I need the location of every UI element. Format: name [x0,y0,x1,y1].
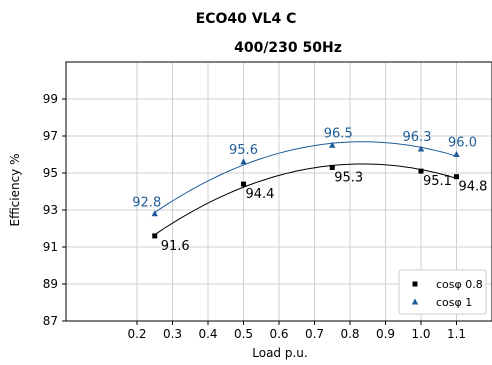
x-tick-label: 0.9 [376,327,395,341]
y-tick-label: 99 [43,92,58,106]
y-tick-label: 93 [43,203,58,217]
y-tick-label: 91 [43,240,58,254]
y-tick-label: 95 [43,166,58,180]
legend-marker [411,298,419,305]
legend-box [398,269,487,315]
chart-title: ECO40 VL4 C [196,11,297,27]
data-point [453,151,460,157]
data-label: 96.0 [448,136,477,151]
legend-marker [412,281,418,287]
x-tick-label: 0.5 [234,327,253,341]
data-point [417,145,425,152]
data-point [241,181,246,187]
y-tick-label: 89 [43,277,58,291]
x-tick-label: 0.8 [340,327,359,341]
legend: cosφ 0.8 cosφ 1 [398,269,487,315]
x-tick-label: 0.7 [305,327,324,341]
y-tick-label: 97 [43,129,58,143]
x-tick-label: 0.6 [269,327,288,341]
data-label: 95.3 [334,170,363,185]
x-tick-label: 0.4 [198,327,217,341]
x-tick-label: 1.0 [411,327,430,341]
data-label: 96.3 [403,130,432,145]
plot-frame [65,61,492,322]
legend-label: cosφ 0.8 [436,278,483,291]
data-label: 96.5 [324,126,353,141]
data-label: 94.8 [459,180,488,195]
x-tick-label: 1.1 [447,327,466,341]
y-tick-label: 87 [43,314,58,328]
data-label: 92.8 [132,196,161,211]
data-point [418,168,424,174]
data-point [240,158,247,165]
series-line [154,141,457,213]
data-label: 95.1 [423,174,452,189]
x-tick-label: 0.3 [163,327,182,341]
data-label: 91.6 [161,239,190,254]
data-point [329,164,335,170]
y-axis-label: Efficiency % [8,153,22,226]
data-point [152,233,158,239]
legend-label: cosφ 1 [436,296,472,309]
chart-subtitle: 400/230 50Hz [234,40,342,56]
x-axis-label: Load p.u. [252,346,307,360]
series-line [154,163,457,236]
data-point [454,174,459,180]
data-label: 94.4 [246,187,275,202]
data-point [329,141,336,148]
data-point [151,210,158,217]
data-label: 95.6 [229,143,258,158]
x-tick-label: 0.2 [127,327,146,341]
